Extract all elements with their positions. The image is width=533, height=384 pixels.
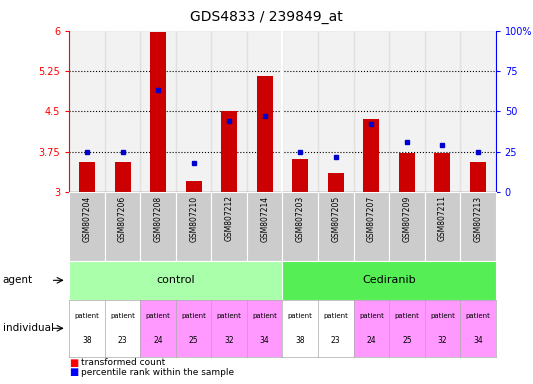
Text: patient: patient xyxy=(110,313,135,319)
Bar xyxy=(140,31,176,192)
Text: GSM807208: GSM807208 xyxy=(154,195,163,242)
Text: patient: patient xyxy=(465,313,490,319)
Text: GSM807211: GSM807211 xyxy=(438,195,447,242)
Text: patient: patient xyxy=(324,313,348,319)
Text: GSM807213: GSM807213 xyxy=(473,195,482,242)
Bar xyxy=(105,31,140,192)
Bar xyxy=(176,31,212,192)
Bar xyxy=(69,31,105,192)
Text: GSM807212: GSM807212 xyxy=(225,195,233,242)
Text: Cediranib: Cediranib xyxy=(362,275,416,285)
Text: transformed count: transformed count xyxy=(81,358,165,367)
Text: GSM807210: GSM807210 xyxy=(189,195,198,242)
Text: 38: 38 xyxy=(82,336,92,346)
Text: individual: individual xyxy=(3,323,54,333)
Text: patient: patient xyxy=(146,313,171,319)
Bar xyxy=(425,31,460,192)
Text: patient: patient xyxy=(288,313,313,319)
Text: percentile rank within the sample: percentile rank within the sample xyxy=(81,368,234,377)
Bar xyxy=(470,162,486,192)
Text: GSM807214: GSM807214 xyxy=(260,195,269,242)
Bar xyxy=(318,31,353,192)
Bar xyxy=(364,119,379,192)
Text: patient: patient xyxy=(430,313,455,319)
Text: GSM807204: GSM807204 xyxy=(83,195,92,242)
Text: 32: 32 xyxy=(438,336,447,346)
Text: patient: patient xyxy=(181,313,206,319)
Bar xyxy=(257,76,273,192)
Text: 38: 38 xyxy=(295,336,305,346)
Bar xyxy=(247,31,282,192)
Text: 34: 34 xyxy=(473,336,483,346)
Bar xyxy=(115,162,131,192)
Text: 25: 25 xyxy=(189,336,198,346)
Bar xyxy=(434,153,450,192)
Text: 24: 24 xyxy=(154,336,163,346)
Text: agent: agent xyxy=(3,275,33,285)
Bar xyxy=(460,31,496,192)
Text: 25: 25 xyxy=(402,336,411,346)
Text: 24: 24 xyxy=(367,336,376,346)
Text: patient: patient xyxy=(75,313,100,319)
Text: ■: ■ xyxy=(69,358,78,368)
Text: GSM807209: GSM807209 xyxy=(402,195,411,242)
Bar xyxy=(79,162,95,192)
Bar xyxy=(221,111,237,192)
Text: patient: patient xyxy=(252,313,277,319)
Text: 32: 32 xyxy=(224,336,234,346)
Bar xyxy=(292,159,308,192)
Text: GDS4833 / 239849_at: GDS4833 / 239849_at xyxy=(190,10,343,23)
Text: 34: 34 xyxy=(260,336,270,346)
Bar xyxy=(185,181,201,192)
Bar xyxy=(328,173,344,192)
Bar xyxy=(282,31,318,192)
Bar xyxy=(212,31,247,192)
Bar xyxy=(150,32,166,192)
Text: patient: patient xyxy=(394,313,419,319)
Bar xyxy=(389,31,425,192)
Text: patient: patient xyxy=(359,313,384,319)
Text: 23: 23 xyxy=(118,336,127,346)
Text: 23: 23 xyxy=(331,336,341,346)
Text: ■: ■ xyxy=(69,367,78,377)
Text: GSM807206: GSM807206 xyxy=(118,195,127,242)
Text: patient: patient xyxy=(217,313,241,319)
Text: GSM807203: GSM807203 xyxy=(296,195,305,242)
Text: GSM807205: GSM807205 xyxy=(332,195,340,242)
Bar xyxy=(399,153,415,192)
Text: GSM807207: GSM807207 xyxy=(367,195,376,242)
Text: control: control xyxy=(157,275,195,285)
Bar xyxy=(353,31,389,192)
